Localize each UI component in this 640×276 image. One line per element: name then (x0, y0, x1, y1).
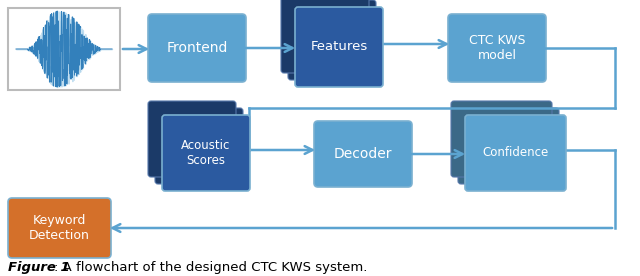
Text: Decoder: Decoder (333, 147, 392, 161)
FancyBboxPatch shape (451, 101, 552, 177)
FancyBboxPatch shape (448, 14, 546, 82)
FancyBboxPatch shape (314, 121, 412, 187)
FancyBboxPatch shape (465, 115, 566, 191)
FancyBboxPatch shape (458, 108, 559, 184)
FancyBboxPatch shape (281, 0, 369, 73)
Text: Features: Features (310, 41, 367, 54)
FancyBboxPatch shape (155, 108, 243, 184)
Text: Confidence: Confidence (483, 147, 548, 160)
FancyBboxPatch shape (148, 14, 246, 82)
Text: Figure 1: Figure 1 (8, 261, 70, 275)
Text: : A flowchart of the designed CTC KWS system.: : A flowchart of the designed CTC KWS sy… (54, 261, 367, 275)
Text: Keyword
Detection: Keyword Detection (29, 214, 90, 242)
FancyBboxPatch shape (8, 198, 111, 258)
Text: CTC KWS
model: CTC KWS model (468, 34, 525, 62)
FancyBboxPatch shape (295, 7, 383, 87)
FancyBboxPatch shape (148, 101, 236, 177)
FancyBboxPatch shape (288, 0, 376, 80)
FancyBboxPatch shape (8, 8, 120, 90)
Text: Frontend: Frontend (166, 41, 228, 55)
Text: Acoustic
Scores: Acoustic Scores (181, 139, 230, 167)
FancyBboxPatch shape (162, 115, 250, 191)
